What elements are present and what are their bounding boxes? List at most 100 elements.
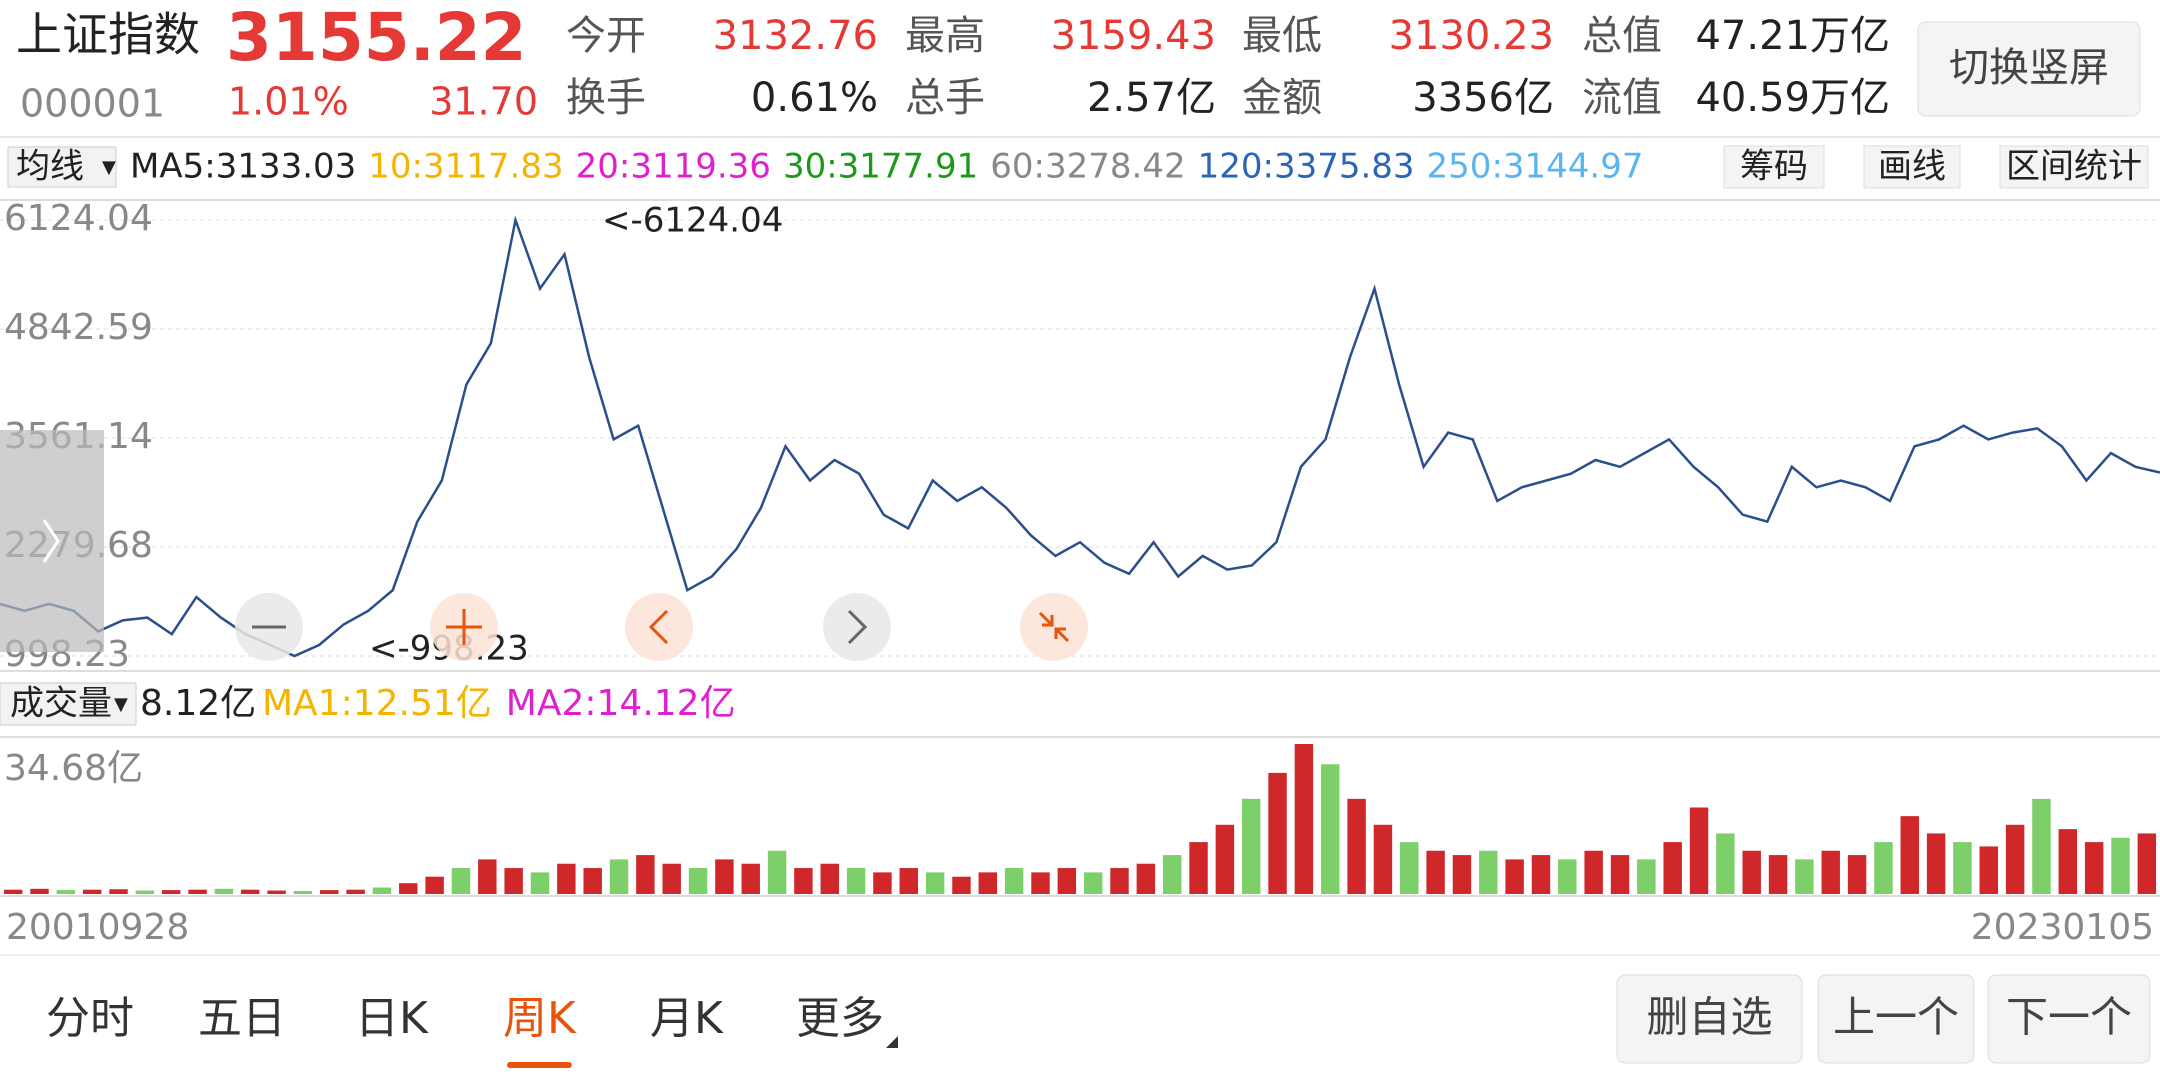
volume-bar [1452,855,1472,894]
footer-button-label[interactable]: 上一个 [1833,993,1959,1042]
annotation: <-6124.04 [602,201,783,241]
tab[interactable]: 五日 [198,993,286,1044]
tool-button[interactable] [1723,145,1825,189]
tool-button-label[interactable]: 区间统计 [2006,147,2142,187]
volume-bar [1373,824,1393,894]
volume-bar [1321,764,1340,894]
price-line [0,215,2160,658]
volume-selector[interactable] [0,682,137,726]
volume-bar [873,872,892,894]
volume-bar [1242,798,1261,894]
volume-bar [188,889,207,894]
volume-bar [925,872,945,894]
volume-bar [794,868,813,894]
stat-label: 总值 [1582,13,1662,59]
volume-bar [267,890,286,894]
volume-bar [1663,842,1682,894]
volume-selector-label[interactable]: 成交量 [10,684,112,724]
volume-bar [1979,846,1998,894]
volume-bar [504,868,523,894]
stat-label: 总手 [905,75,985,121]
volume-bar [2032,798,2051,894]
volume-bar [451,868,471,894]
tab[interactable]: 分时 [46,993,134,1044]
tab[interactable]: 月K [650,993,724,1044]
footer-button-label[interactable]: 下一个 [2006,993,2132,1042]
volume-bar [1162,855,1182,894]
volume-bar [372,887,392,894]
volume-bar [320,890,339,894]
volume-bar [1215,824,1235,894]
volume-bar [952,876,971,894]
volume-bar [715,859,734,894]
volume-bar [346,889,365,894]
nav-icon[interactable] [648,609,669,645]
tool-button-label[interactable]: 画线 [1878,147,1946,187]
footer-button[interactable] [1616,974,1803,1064]
volume-bar [1426,850,1445,894]
y-tick-label: 34.68亿 [4,748,143,789]
legend-item: 60:3278.42 [990,147,1185,187]
volume-bar [1821,850,1840,894]
nav-icon[interactable] [847,609,868,645]
volume-bar [1953,842,1972,894]
ma-selector[interactable] [7,146,117,188]
volume-bar [688,868,708,894]
switch-button-label[interactable]: 切换竖屏 [1949,45,2109,91]
switch-button[interactable] [1917,21,2141,117]
volume-bar [1347,798,1366,894]
nav-icon[interactable] [446,609,482,645]
side-arrow[interactable] [42,519,60,563]
nav-button[interactable] [1020,593,1088,661]
legend-item: 10:3117.83 [368,147,563,187]
legend-item: 30:3177.91 [783,147,978,187]
volume-bar [56,890,76,894]
volume-bar [767,850,787,894]
volume-bar [1847,855,1867,894]
volume-bar [1531,855,1551,894]
index-name: 上证指数 [16,8,200,62]
stat-label: 最低 [1242,13,1322,59]
footer-button[interactable] [1817,974,1975,1064]
footer-button-label[interactable]: 删自选 [1646,993,1772,1042]
ma-selector-label[interactable]: 均线 [16,147,84,187]
change-pct: 1.01% [228,80,349,124]
volume-bar [109,889,128,894]
volume-bar [1795,859,1814,894]
nav-button[interactable] [823,593,891,661]
volume-bar [1400,842,1419,894]
nav-icon[interactable] [1038,611,1070,643]
volume-bar [1057,868,1077,894]
volume-bar [1768,855,1788,894]
volume-bar [2058,829,2078,894]
tool-button-label[interactable]: 筹码 [1740,147,1808,187]
volume-bar [1294,744,1314,894]
tab[interactable]: 更多 [796,993,884,1044]
index-code: 000001 [20,82,165,126]
stat-label: 最高 [905,13,985,59]
legend-item: 120:3375.83 [1198,147,1415,187]
volume-bar [1479,850,1498,894]
volume-bar [583,868,602,894]
volume-bar [1584,850,1603,894]
tab-underline [507,1062,572,1068]
volume-bar [2084,842,2104,894]
volume-bar [1268,772,1287,894]
tool-button[interactable] [1999,145,2149,189]
tool-button[interactable] [1863,145,1961,189]
y-tick-label: 4842.59 [4,307,153,348]
volume-bar [530,872,550,894]
footer-button[interactable] [1987,974,2151,1064]
volume-bar [662,863,681,894]
volume-bar [1742,850,1761,894]
volume-bar [2111,837,2130,894]
side-handle[interactable] [0,430,104,652]
volume-bar [1004,868,1024,894]
volume-bar [293,890,313,894]
stat-value: 3130.23 [1389,13,1554,59]
tab[interactable]: 周K [503,993,577,1044]
volume-current: 8.12亿 [140,683,256,724]
tab[interactable]: 日K [355,993,429,1044]
nav-button[interactable] [625,593,693,661]
